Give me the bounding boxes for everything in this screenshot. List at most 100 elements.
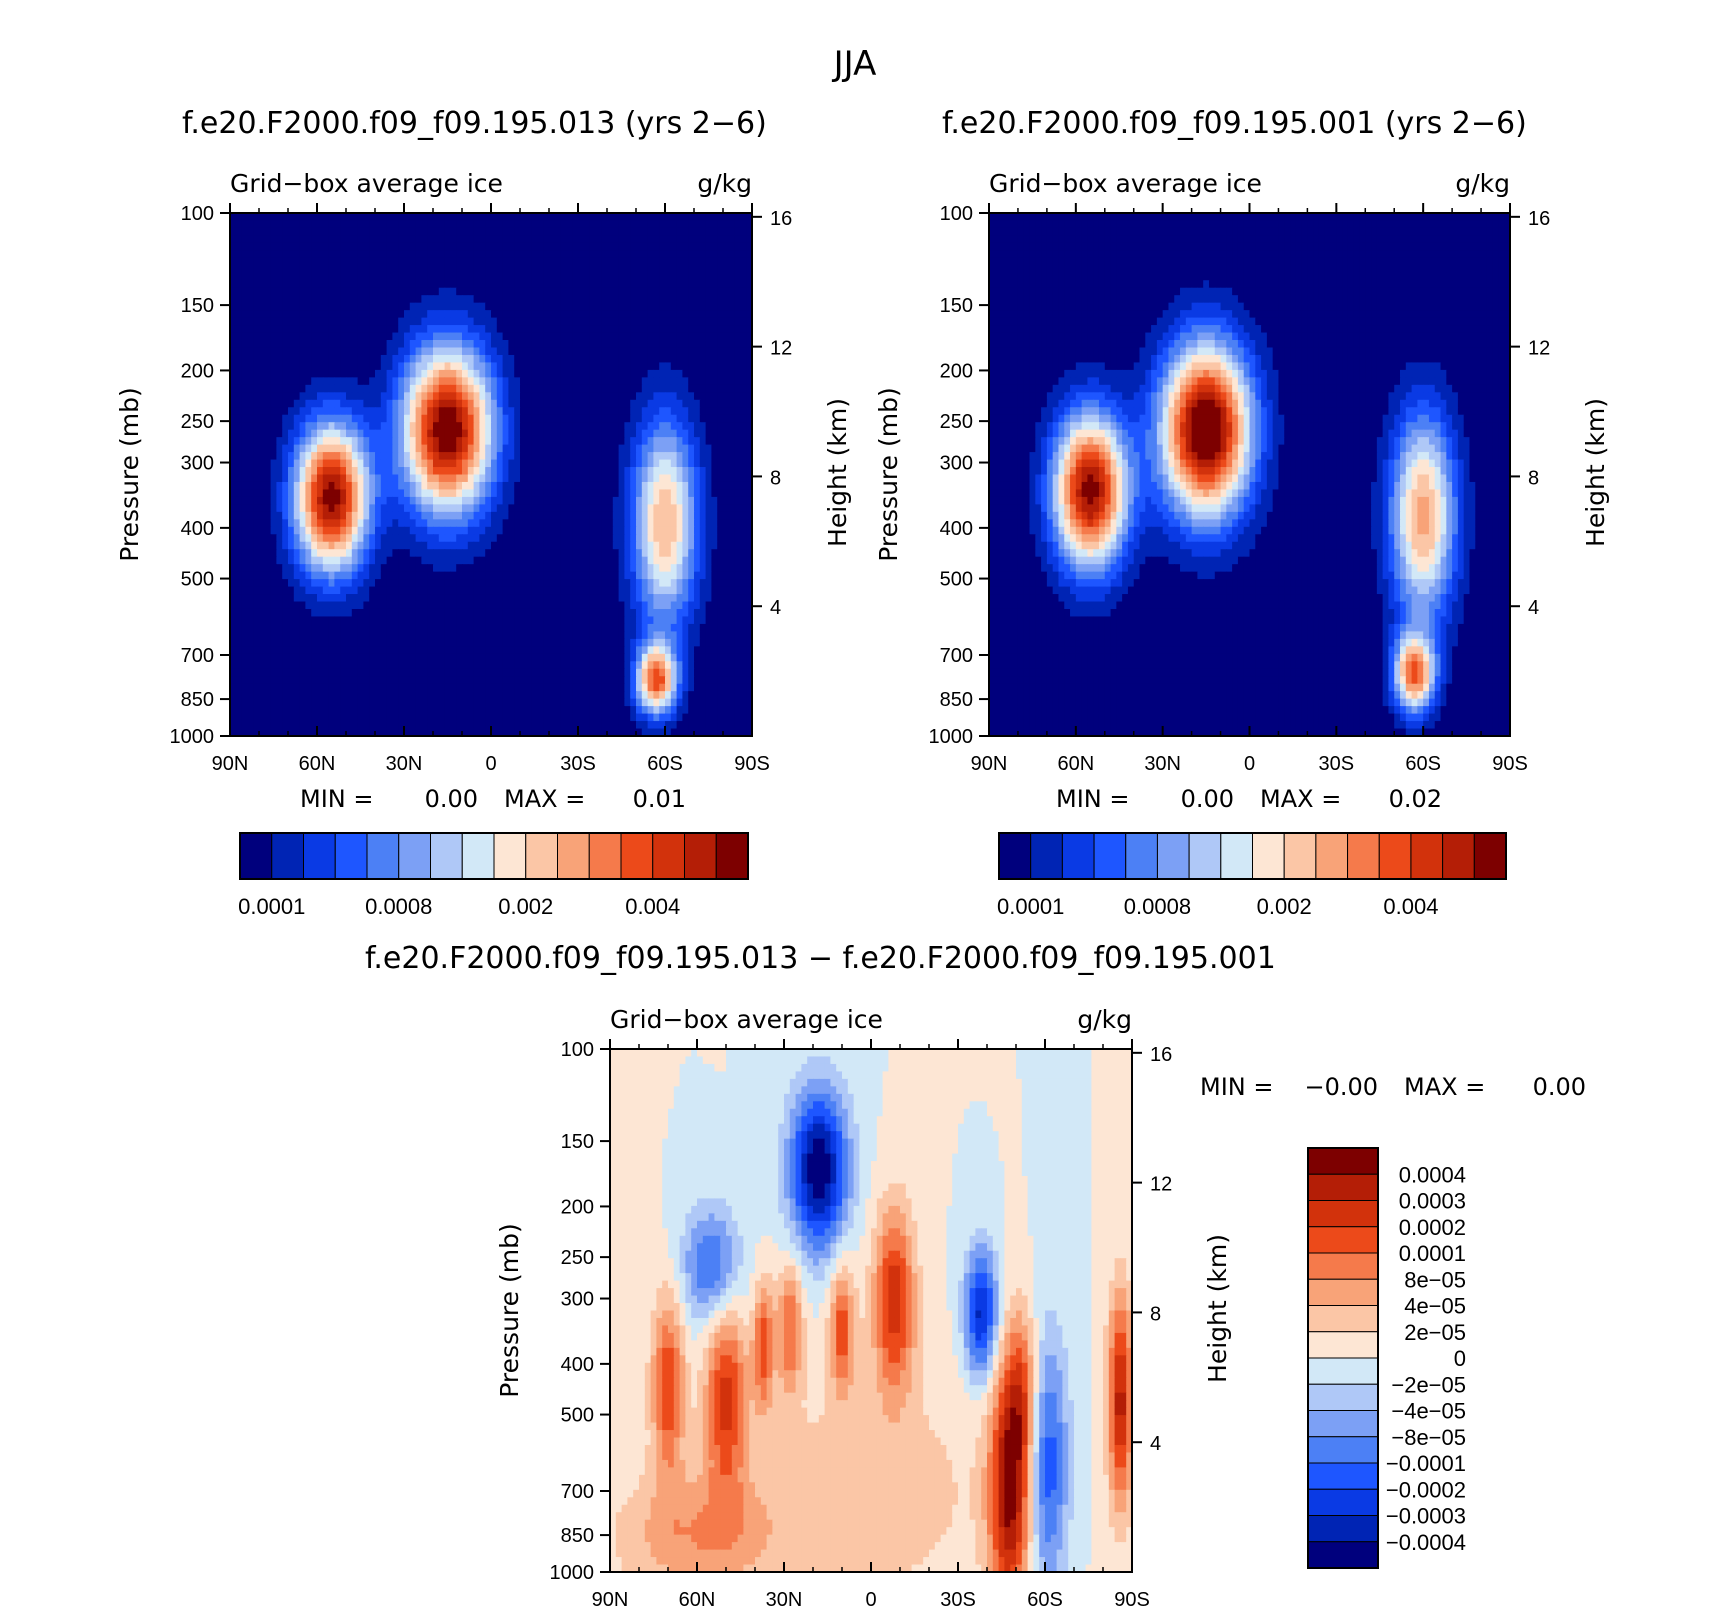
heatmap-cell: [549, 347, 556, 356]
heatmap-cell: [601, 474, 608, 483]
heatmap-cell: [624, 459, 631, 468]
heatmap-cell: [630, 579, 637, 588]
heatmap-cell: [531, 496, 538, 505]
heatmap-cell: [264, 407, 272, 416]
heatmap-cell: [299, 481, 306, 491]
heatmap-cell: [711, 481, 718, 491]
heatmap-cell: [612, 444, 620, 453]
heatmap-cell: [380, 220, 388, 229]
heatmap-cell: [409, 489, 417, 498]
heatmap-cell: [427, 534, 434, 543]
heatmap-cell: [641, 347, 649, 356]
heatmap-cell: [340, 287, 347, 296]
heatmap-cell: [618, 213, 625, 222]
heatmap-cell: [415, 362, 422, 371]
heatmap-cell: [653, 594, 660, 603]
heatmap-cell: [230, 407, 237, 416]
heatmap-cell: [612, 504, 620, 513]
heatmap-cell: [578, 332, 585, 341]
heatmap-cell: [427, 444, 434, 453]
heatmap-cell: [653, 534, 660, 543]
heatmap-cell: [351, 310, 359, 319]
heatmap-cell: [583, 280, 591, 289]
heatmap-cell: [607, 519, 614, 528]
heatmap-cell: [589, 437, 596, 446]
heatmap-cell: [520, 340, 527, 349]
heatmap-cell: [467, 601, 475, 610]
heatmap-cell: [305, 369, 312, 378]
heatmap-cell: [346, 519, 353, 528]
heatmap-cell: [479, 616, 486, 625]
heatmap-cell: [450, 407, 457, 416]
heatmap-cell: [427, 332, 434, 341]
heatmap-cell: [363, 467, 370, 476]
heatmap-cell: [566, 272, 573, 281]
heatmap-cell: [641, 571, 649, 580]
heatmap-cell: [525, 332, 533, 341]
heatmap-cell: [572, 227, 579, 237]
heatmap-cell: [328, 601, 335, 610]
heatmap-cell: [253, 354, 260, 364]
heatmap-cell: [404, 437, 411, 446]
heatmap-cell: [334, 504, 341, 513]
heatmap-cell: [380, 317, 388, 326]
heatmap-cell: [653, 571, 660, 580]
heatmap-cell: [520, 422, 527, 431]
heatmap-cell: [334, 616, 341, 625]
heatmap-cell: [270, 608, 277, 618]
heatmap-cell: [607, 496, 614, 505]
heatmap-cell: [462, 504, 469, 513]
heatmap-cell: [433, 579, 440, 588]
heatmap-cell: [520, 549, 527, 558]
heatmap-cell: [688, 369, 695, 378]
heatmap-cell: [560, 235, 567, 244]
heatmap-cell: [711, 295, 718, 304]
heatmap-cell: [462, 317, 469, 326]
heatmap-cell: [711, 272, 718, 281]
heatmap-cell: [583, 541, 591, 550]
heatmap-cell: [485, 481, 492, 491]
heatmap-cell: [317, 504, 324, 513]
heatmap-cell: [351, 541, 359, 550]
heatmap-cell: [659, 272, 666, 281]
heatmap-cell: [612, 549, 620, 558]
heatmap-cell: [479, 496, 486, 505]
heatmap-cell: [734, 272, 741, 281]
heatmap-cell: [740, 594, 747, 603]
heatmap-cell: [247, 235, 254, 244]
heatmap-cell: [253, 594, 260, 603]
heatmap-cell: [241, 332, 248, 341]
heatmap-cell: [253, 601, 260, 610]
heatmap-cell: [525, 250, 533, 259]
heatmap-cell: [305, 340, 312, 349]
heatmap-cell: [728, 496, 736, 505]
heatmap-cell: [624, 250, 631, 259]
heatmap-cell: [607, 541, 614, 550]
heatmap-cell: [369, 519, 376, 528]
heatmap-cell: [467, 452, 475, 461]
heatmap-cell: [334, 623, 341, 632]
heatmap-cell: [496, 257, 504, 266]
heatmap-cell: [293, 377, 301, 386]
heatmap-cell: [694, 220, 701, 229]
heatmap-cell: [473, 496, 480, 505]
heatmap-cell: [717, 541, 724, 550]
heatmap-cell: [404, 399, 411, 408]
heatmap-cell: [375, 534, 382, 543]
heatmap-cell: [235, 257, 243, 266]
heatmap-cell: [618, 392, 625, 401]
heatmap-cell: [699, 481, 707, 491]
heatmap-cell: [688, 392, 695, 401]
heatmap-cell: [270, 459, 277, 468]
heatmap-cell: [386, 452, 393, 461]
heatmap-cell: [299, 362, 306, 371]
heatmap-cell: [554, 227, 562, 237]
heatmap-cell: [270, 414, 277, 423]
heatmap-cell: [653, 437, 660, 446]
heatmap-cell: [253, 608, 260, 618]
heatmap-cell: [427, 250, 434, 259]
heatmap-cell: [288, 422, 295, 431]
heatmap-cell: [404, 541, 411, 550]
heatmap-cell: [699, 541, 707, 550]
heatmap-cell: [438, 310, 446, 319]
